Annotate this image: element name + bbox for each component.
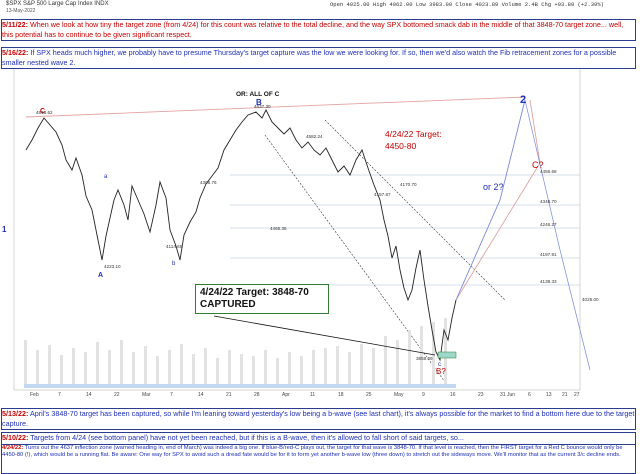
note-date: 5/10/22:: [2, 433, 29, 442]
wave-b-small: b: [172, 261, 176, 267]
note-text: Targets from 4/24 (see bottom panel) hav…: [30, 433, 464, 442]
note-date: 4/24/22:: [2, 445, 24, 451]
fib-label: 4348.70: [540, 199, 557, 204]
target-450-value: 4450-80: [385, 141, 416, 151]
note-5-16: 5/16/22: If SPX heads much higher, we pr…: [1, 47, 636, 69]
wave-2-blue: 2: [520, 94, 526, 106]
price-label: 4306.76: [200, 180, 217, 185]
wave-or2: or 2?: [483, 182, 504, 192]
wave-c-q: C?: [532, 160, 544, 170]
projection-red: [455, 99, 541, 301]
price-label: 4114.65: [166, 244, 183, 249]
note-4-24: 4/24/22: Turns out the 4637 inflection z…: [1, 444, 636, 474]
x-tick: 7: [58, 392, 61, 398]
wave-b-q: B?: [436, 367, 446, 376]
wave-c-small: c: [438, 362, 441, 368]
resistance-line: [25, 96, 526, 118]
projection-blue-2: [524, 99, 591, 371]
x-tick: 13: [546, 392, 552, 398]
target-captured-line1: 4/24/22 Target: 3848-70: [200, 287, 309, 298]
wave-a-small: a: [104, 174, 108, 180]
price-line: [25, 108, 457, 362]
wave-b-top: B: [256, 98, 262, 107]
channel-lower: [264, 134, 446, 383]
x-tick: 31 Jun: [500, 392, 515, 398]
price-label: 4025.00: [582, 297, 599, 302]
chart-date: 13-May-2022: [6, 8, 36, 14]
x-tick: 28: [254, 392, 260, 398]
x-tick: 14: [86, 392, 92, 398]
price-annotations: 4818.62 4637.30 4582.24 4465.35 4306.76 …: [36, 104, 599, 361]
ohlc-readout: Open 4025.00 High 4062.00 Low 3983.00 Cl…: [330, 1, 604, 8]
price-label: 3858.09: [416, 356, 433, 361]
wave-a-low: A: [98, 272, 103, 279]
x-tick: 16: [450, 392, 456, 398]
note-text: When we look at how tiny the target zone…: [2, 20, 624, 39]
x-tick: 22: [114, 392, 120, 398]
note-date: 5/13/22:: [2, 409, 29, 418]
price-label: 4157.87: [374, 192, 391, 197]
chart-title: $SPX S&P 500 Large Cap Index INDX: [6, 1, 109, 7]
target-450-label: 4/24/22 Target:: [385, 129, 442, 139]
target-zone-marker: [437, 351, 457, 359]
note-text: If SPX heads much higher, we probably ha…: [2, 48, 617, 67]
x-tick: 18: [338, 392, 344, 398]
x-tick: 21: [226, 392, 232, 398]
projection-blue: [455, 99, 526, 301]
x-tick: 27: [574, 392, 580, 398]
wave-1-left: 1: [2, 225, 7, 234]
volume-bars: [24, 318, 447, 388]
x-tick: 25: [366, 392, 372, 398]
fib-label: 4197.91: [540, 252, 557, 257]
fib-label: 4138.33: [540, 279, 557, 284]
price-label: 4170.70: [400, 182, 417, 187]
x-tick: 14: [198, 392, 204, 398]
note-date: 5/11/22:: [2, 20, 28, 29]
note-5-11: 5/11/22: When we look at how tiny the ta…: [1, 19, 636, 41]
x-tick: 7: [170, 392, 173, 398]
fib-label: 4246.27: [540, 222, 557, 227]
price-label: 4818.62: [36, 110, 53, 115]
target-band: [24, 384, 456, 388]
target-pointer: [213, 315, 436, 356]
note-date: 5/16/22:: [2, 48, 29, 57]
note-text: Turns out the 4637 inflection zone (warn…: [2, 445, 623, 459]
fib-label: 4456.68: [540, 169, 557, 174]
price-label: 4465.35: [270, 226, 287, 231]
wave-c-red: C: [40, 108, 45, 115]
price-label: 4582.24: [306, 134, 323, 139]
x-tick: 23: [478, 392, 484, 398]
wave-or-all-of-c: OR: ALL OF C: [236, 91, 280, 98]
target-captured-line2: CAPTURED: [200, 299, 256, 310]
x-tick: 11: [310, 392, 315, 398]
note-text: April's 3848-70 target has been captured…: [2, 409, 635, 428]
target-captured-box: 4/24/22 Target: 3848-70 CAPTURED: [195, 284, 329, 314]
x-tick: 9: [422, 392, 425, 398]
x-tick: 6: [528, 392, 531, 398]
price-label: 4637.30: [254, 104, 271, 109]
x-axis: Feb 7 14 22 Mar 7 14 21 28 Apr 11 18 25 …: [30, 392, 580, 398]
fib-labels: 4456.68 4348.70 4246.27 4197.91 4138.33: [540, 169, 557, 284]
x-tick: 21: [562, 392, 568, 398]
x-tick: Feb: [30, 392, 39, 398]
channel-upper: [324, 119, 506, 301]
note-5-13: 5/13/22: April's 3848-70 target has been…: [1, 408, 636, 430]
x-tick: May: [394, 392, 404, 398]
x-tick: Mar: [142, 392, 151, 398]
price-label: 4223.10: [104, 264, 121, 269]
x-tick: Apr: [282, 392, 290, 398]
